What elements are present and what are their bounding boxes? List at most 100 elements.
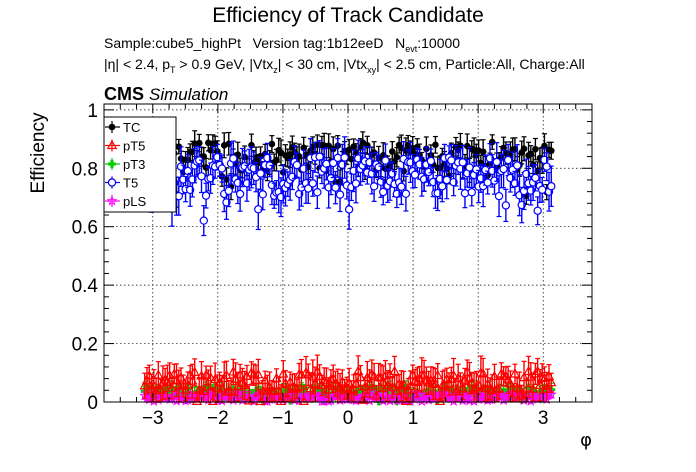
data-point [465, 163, 474, 172]
series-pT5 [139, 354, 557, 406]
data-point [533, 206, 542, 215]
axes: −3 −2 −1 0 1 2 3 0 0.2 0.4 0.6 0.8 1 [72, 101, 592, 429]
data-point [467, 188, 476, 197]
data-point [489, 370, 500, 381]
data-point [258, 190, 268, 199]
legend-label-T5: T5 [123, 176, 138, 191]
data-point [505, 378, 516, 388]
data-point [199, 216, 208, 225]
nevt-subscript: evt [405, 43, 418, 54]
x-axis-label: φ [580, 430, 592, 451]
data-point [243, 395, 255, 405]
data-point [313, 188, 322, 197]
data-point [234, 389, 246, 400]
data-point [235, 189, 245, 199]
data-point [494, 191, 504, 201]
data-point [461, 390, 473, 402]
data-point [448, 369, 459, 380]
cut-vz: | < 30 cm, |Vtx [277, 56, 368, 72]
data-point [296, 369, 307, 379]
data-point [333, 153, 342, 163]
x-tick-label: 2 [473, 408, 484, 429]
cms-label: CMS Simulation [104, 84, 228, 105]
data-point [304, 184, 313, 193]
vxy-subscript: xy [367, 64, 377, 75]
data-point [495, 389, 507, 401]
x-tick-label: −3 [142, 408, 164, 429]
data-point [477, 368, 489, 378]
data-point [499, 164, 508, 174]
y-tick-label: 0.6 [72, 218, 98, 239]
data-point [344, 205, 354, 214]
data-point [166, 382, 178, 392]
subtitle-line-1: Sample:cube5_highPt Version tag:1b12eeD … [104, 35, 460, 54]
data-point [197, 172, 206, 181]
x-tick-label: 1 [408, 408, 419, 429]
data-point [357, 394, 368, 404]
data-point [521, 388, 532, 399]
data-point [501, 201, 511, 210]
data-point [308, 179, 317, 188]
y-tick-label: 0.8 [72, 159, 98, 180]
simulation-text: Simulation [149, 85, 229, 104]
data-point [229, 154, 238, 163]
y-axis-label: Efficiency [28, 112, 49, 193]
data-point [351, 179, 361, 188]
data-point [371, 390, 382, 400]
data-point [460, 189, 470, 198]
data-point [379, 187, 388, 197]
legend-label-pT5: pT5 [123, 139, 145, 154]
data-point [532, 145, 539, 153]
data-point [537, 185, 547, 194]
data-point [492, 157, 501, 167]
data-points [139, 130, 557, 407]
y-tick-label: 1 [87, 101, 98, 122]
data-point [503, 155, 513, 165]
data-point [171, 395, 182, 406]
x-tick-label: −1 [272, 408, 294, 429]
data-point [483, 178, 492, 187]
data-point [401, 189, 411, 198]
data-point [545, 388, 557, 400]
data-point [198, 385, 209, 395]
data-point [298, 395, 309, 406]
data-point [335, 190, 345, 199]
legend-marker-TC [108, 123, 116, 131]
data-point [217, 164, 227, 173]
data-point [479, 148, 487, 156]
data-point [432, 369, 443, 380]
data-point [315, 152, 324, 161]
data-point [340, 153, 349, 162]
data-point [398, 390, 410, 402]
sample-label: Sample:cube5_highPt [104, 35, 241, 51]
data-point [315, 385, 324, 394]
data-point [195, 139, 203, 147]
data-point [518, 371, 530, 382]
data-point [509, 368, 521, 378]
nevt-label: N [395, 35, 406, 51]
data-point [442, 175, 451, 185]
version-label: Version tag:1b12eeD [252, 35, 384, 51]
data-point [221, 388, 232, 400]
data-point [205, 371, 216, 382]
legend: TC pT5 pT3 T5 pLS [103, 116, 177, 213]
data-point [291, 383, 303, 393]
cut-eta: |η| < 2.4, p [104, 56, 171, 72]
x-tick-label: 0 [343, 408, 354, 429]
data-point [189, 366, 200, 376]
data-point [307, 390, 319, 401]
data-point [148, 395, 160, 407]
data-point [398, 378, 409, 389]
data-point [389, 365, 400, 376]
y-tick-label: 0 [87, 393, 98, 414]
data-point [183, 166, 193, 176]
legend-marker-pLS [106, 195, 118, 206]
chart-title: Efficiency of Track Candidate [212, 4, 484, 27]
data-point [369, 182, 379, 191]
data-point [513, 161, 522, 170]
data-point [292, 160, 302, 170]
cms-text: CMS [104, 84, 144, 104]
series-T5 [140, 136, 556, 237]
x-tick-label: 3 [538, 408, 549, 429]
